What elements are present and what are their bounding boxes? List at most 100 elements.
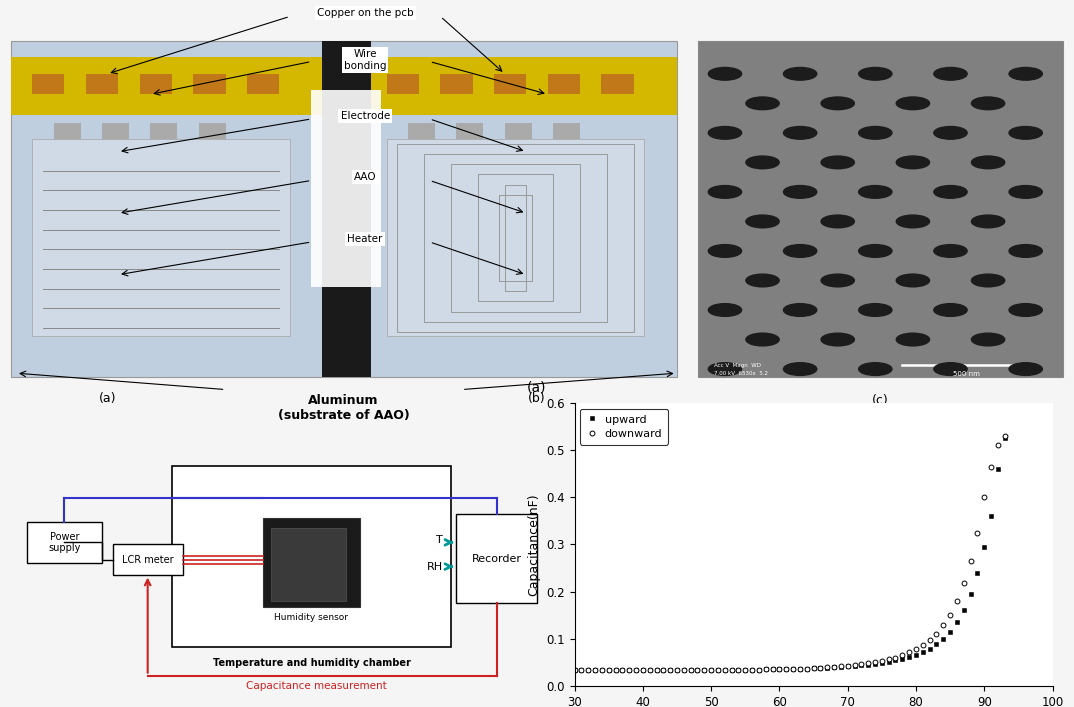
Text: Acc V  Magn  WD: Acc V Magn WD: [714, 363, 761, 368]
Circle shape: [859, 303, 892, 316]
Text: Copper on the pcb: Copper on the pcb: [317, 8, 413, 18]
Circle shape: [709, 127, 742, 139]
Circle shape: [933, 303, 968, 316]
Bar: [272, 528, 347, 601]
Circle shape: [709, 67, 742, 80]
Circle shape: [783, 303, 817, 316]
Bar: [86, 74, 118, 94]
Y-axis label: Capacitance(nF): Capacitance(nF): [527, 493, 540, 596]
Text: RH: RH: [426, 561, 444, 572]
Bar: [494, 74, 526, 94]
Bar: [32, 74, 64, 94]
Text: Recorder: Recorder: [471, 554, 522, 563]
Bar: [247, 74, 279, 94]
Bar: [601, 74, 634, 94]
Text: Capacitance measurement: Capacitance measurement: [246, 681, 388, 691]
Bar: [311, 90, 381, 287]
upward: [999, 434, 1012, 443]
downward: [780, 665, 793, 674]
Circle shape: [745, 97, 780, 110]
Bar: [505, 185, 526, 291]
Text: AAO: AAO: [353, 173, 377, 182]
Bar: [553, 123, 580, 139]
Bar: [440, 74, 473, 94]
Bar: [32, 139, 290, 337]
upward: [568, 665, 581, 674]
Line: upward: upward: [572, 436, 1006, 672]
Circle shape: [1010, 67, 1042, 80]
Circle shape: [971, 333, 1005, 346]
downward: [848, 661, 861, 670]
downward: [808, 664, 821, 672]
downward: [745, 665, 758, 674]
Circle shape: [709, 245, 742, 257]
upward: [808, 664, 821, 672]
Bar: [424, 154, 607, 322]
Circle shape: [783, 127, 817, 139]
Circle shape: [821, 215, 855, 228]
Circle shape: [745, 274, 780, 287]
Bar: [456, 514, 537, 603]
Circle shape: [1010, 127, 1042, 139]
upward: [623, 665, 636, 674]
Bar: [505, 123, 532, 139]
Circle shape: [896, 215, 930, 228]
Bar: [172, 466, 451, 648]
Bar: [397, 144, 634, 332]
Text: (a): (a): [527, 380, 547, 395]
Circle shape: [745, 156, 780, 169]
Circle shape: [896, 97, 930, 110]
Bar: [387, 139, 644, 337]
Circle shape: [821, 274, 855, 287]
Bar: [451, 164, 580, 312]
Circle shape: [783, 67, 817, 80]
Text: 7.00 kV  6530x  5.2: 7.00 kV 6530x 5.2: [714, 371, 768, 376]
Bar: [140, 74, 172, 94]
downward: [568, 665, 581, 674]
Circle shape: [783, 245, 817, 257]
Text: (b): (b): [528, 392, 546, 404]
Bar: [408, 123, 435, 139]
Circle shape: [859, 363, 892, 375]
Text: 500 nm: 500 nm: [953, 371, 981, 377]
downward: [841, 661, 854, 670]
upward: [848, 662, 861, 670]
Bar: [199, 123, 226, 139]
Circle shape: [821, 156, 855, 169]
Bar: [499, 194, 532, 281]
Line: downward: downward: [572, 433, 1007, 672]
Circle shape: [1010, 363, 1042, 375]
Bar: [27, 522, 102, 563]
Text: Power
supply: Power supply: [48, 532, 81, 553]
Circle shape: [859, 245, 892, 257]
Circle shape: [821, 333, 855, 346]
Bar: [54, 123, 81, 139]
downward: [999, 432, 1012, 440]
upward: [841, 662, 854, 671]
Circle shape: [783, 363, 817, 375]
Circle shape: [709, 303, 742, 316]
Circle shape: [971, 97, 1005, 110]
Bar: [193, 74, 226, 94]
downward: [623, 665, 636, 674]
Circle shape: [933, 127, 968, 139]
Bar: [322, 41, 371, 378]
Circle shape: [859, 67, 892, 80]
Bar: [11, 57, 677, 115]
Bar: [113, 544, 183, 575]
Circle shape: [933, 363, 968, 375]
Circle shape: [709, 185, 742, 198]
Bar: [150, 123, 177, 139]
Bar: [456, 123, 483, 139]
Circle shape: [933, 245, 968, 257]
Circle shape: [1010, 303, 1042, 316]
Text: Wire
bonding: Wire bonding: [344, 49, 387, 71]
Text: Heater: Heater: [348, 234, 382, 244]
Circle shape: [745, 333, 780, 346]
Bar: [263, 518, 360, 607]
Circle shape: [896, 156, 930, 169]
Circle shape: [971, 215, 1005, 228]
Text: (a): (a): [99, 392, 116, 404]
Circle shape: [709, 363, 742, 375]
Circle shape: [933, 67, 968, 80]
